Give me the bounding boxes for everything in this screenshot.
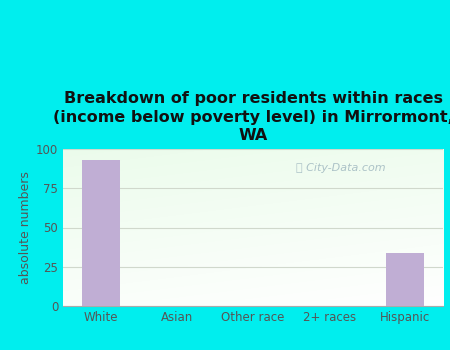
Bar bbox=[386, 253, 424, 306]
Bar bbox=[82, 160, 120, 306]
Title: Breakdown of poor residents within races
(income below poverty level) in Mirrorm: Breakdown of poor residents within races… bbox=[53, 91, 450, 144]
Y-axis label: absolute numbers: absolute numbers bbox=[19, 171, 32, 284]
Text: ⌕ City-Data.com: ⌕ City-Data.com bbox=[296, 163, 385, 173]
